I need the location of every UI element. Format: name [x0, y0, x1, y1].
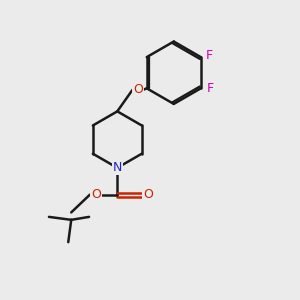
Text: O: O [143, 188, 153, 201]
Text: F: F [206, 49, 213, 62]
Text: O: O [91, 188, 101, 201]
Text: N: N [112, 161, 122, 174]
Text: F: F [207, 82, 214, 95]
Text: O: O [133, 83, 143, 96]
